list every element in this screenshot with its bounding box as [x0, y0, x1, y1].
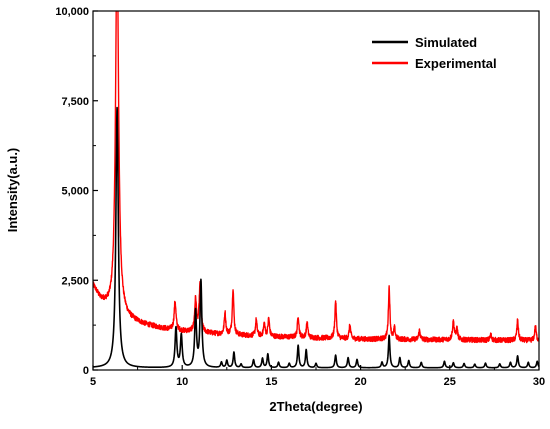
x-tick-label: 20 — [354, 376, 366, 388]
x-tick-label: 10 — [176, 376, 188, 388]
y-tick-label: 7,500 — [61, 96, 89, 108]
x-tick-label: 15 — [265, 376, 277, 388]
series-line-experimental — [93, 11, 539, 344]
y-tick-label: 10,000 — [55, 6, 89, 18]
x-axis-title: 2Theta(degree) — [269, 399, 362, 414]
x-tick-label: 25 — [444, 376, 456, 388]
tick-layer: 5 10 15 20 25 30 0 2,500 5,000 7,500 10,000 — [55, 6, 545, 388]
y-tick-label: 0 — [83, 365, 89, 377]
x-tick-label: 5 — [90, 376, 96, 388]
legend: Simulated Experimental — [372, 35, 497, 71]
y-tick-label: 5,000 — [61, 186, 89, 198]
legend-label-simulated: Simulated — [415, 35, 477, 50]
y-axis-title: Intensity(a.u.) — [5, 148, 20, 233]
legend-label-experimental: Experimental — [415, 56, 497, 71]
y-tick-label: 2,500 — [61, 275, 89, 287]
series-line-simulated — [93, 106, 539, 369]
x-tick-label: 30 — [533, 376, 545, 388]
series-layer — [93, 11, 539, 369]
